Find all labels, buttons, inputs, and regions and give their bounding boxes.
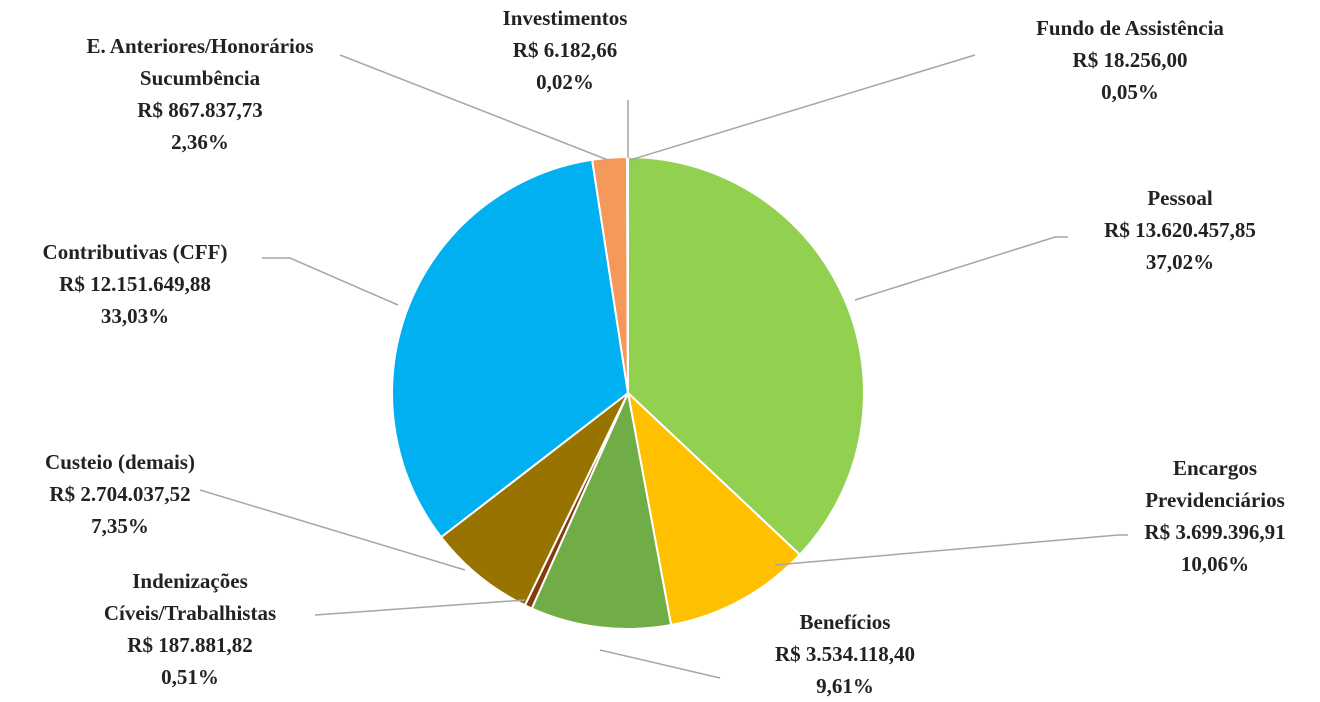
slice-name: Benefícios <box>799 610 891 634</box>
slice-percent: 7,35% <box>91 514 149 538</box>
slice-percent: 0,02% <box>536 70 594 94</box>
slice-label: E. Anteriores/Honorários Sucumbência R$ 8… <box>30 30 370 158</box>
leader-line <box>629 54 976 161</box>
leader-line <box>339 54 609 161</box>
leader-line <box>262 257 399 306</box>
slice-name: E. Anteriores/Honorários Sucumbência <box>86 34 314 90</box>
pie-slice <box>530 389 673 630</box>
slice-label: Benefícios R$ 3.534.118,40 9,61% <box>735 606 955 702</box>
slice-amount: R$ 12.151.649,88 <box>59 272 211 296</box>
leader-line <box>599 649 721 679</box>
slice-label: Pessoal R$ 13.620.457,85 37,02% <box>1050 182 1310 278</box>
slice-amount: R$ 867.837,73 <box>137 98 263 122</box>
slice-percent: 37,02% <box>1145 250 1215 274</box>
pie-slice <box>391 158 630 539</box>
slice-name: Fundo de Assistência <box>1036 16 1224 40</box>
slice-amount: R$ 13.620.457,85 <box>1104 218 1256 242</box>
slice-label: Custeio (demais) R$ 2.704.037,52 7,35% <box>0 446 240 542</box>
slice-label: Indenizações Cíveis/Trabalhistas R$ 187.8… <box>60 565 320 693</box>
slice-amount: R$ 2.704.037,52 <box>49 482 191 506</box>
slice-label: Contributivas (CFF) R$ 12.151.649,88 33,03… <box>5 236 265 332</box>
slice-percent: 33,03% <box>100 304 170 328</box>
leader-line <box>854 236 1068 301</box>
slice-percent: 10,06% <box>1180 552 1250 576</box>
pie-slice <box>626 155 629 394</box>
slice-label: Investimentos R$ 6.182,66 0,02% <box>455 2 675 98</box>
slice-amount: R$ 3.534.118,40 <box>774 642 915 666</box>
slice-amount: R$ 18.256,00 <box>1072 48 1188 72</box>
slice-percent: 2,36% <box>171 130 229 154</box>
slice-amount: R$ 6.182,66 <box>512 38 618 62</box>
slice-name: Pessoal <box>1147 186 1213 210</box>
pie-slice <box>439 392 629 607</box>
slice-name: Contributivas (CFF) <box>42 240 228 264</box>
leader-line <box>314 599 526 616</box>
slice-percent: 0,05% <box>1101 80 1159 104</box>
slice-name: Custeio (demais) <box>45 450 195 474</box>
slice-percent: 9,61% <box>816 674 874 698</box>
slice-name: Indenizações Cíveis/Trabalhistas <box>103 569 277 625</box>
pie-slice <box>626 390 802 627</box>
slice-label: Encargos Previdenciários R$ 3.699.396,91 1… <box>1115 452 1315 580</box>
slice-amount: R$ 187.881,82 <box>127 633 253 657</box>
leader-line <box>774 534 1128 566</box>
slice-percent: 0,51% <box>161 665 219 689</box>
slice-name: Encargos Previdenciários <box>1145 456 1285 512</box>
pie-slice <box>627 155 865 557</box>
leader-line <box>199 489 466 571</box>
slice-label: Fundo de Assistência R$ 18.256,00 0,05% <box>1000 12 1260 108</box>
slice-name: Investimentos <box>502 6 628 30</box>
slice-amount: R$ 3.699.396,91 <box>1144 520 1286 544</box>
